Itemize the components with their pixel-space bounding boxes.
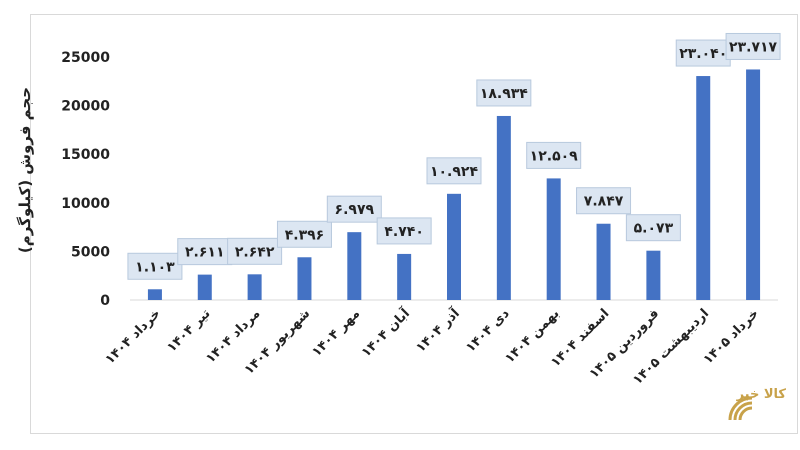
data-label-box — [526, 141, 582, 169]
data-label-box — [227, 237, 283, 265]
bar — [347, 232, 362, 300]
data-label: ۵.۰۷۳ — [634, 221, 674, 237]
x-tick-label: آبان ۱۴۰۴ — [357, 304, 413, 360]
data-label: ۶.۹۷۹ — [335, 202, 375, 218]
x-tick-label: تیر ۱۴۰۴ — [164, 306, 213, 355]
data-label-box — [576, 187, 632, 215]
bar — [496, 115, 511, 300]
y-tick-label: 15000 — [61, 147, 110, 163]
bar — [546, 178, 561, 300]
bar — [297, 257, 312, 300]
y-tick-label: 5000 — [71, 244, 110, 260]
data-label-box — [426, 157, 482, 185]
x-tick-label: خرداد ۱۴۰۴ — [103, 306, 164, 367]
data-label-box — [725, 32, 781, 60]
signal-icon — [728, 396, 753, 421]
data-label-box — [476, 79, 532, 107]
bar — [746, 69, 761, 300]
data-label-box — [326, 195, 382, 223]
bar — [247, 274, 262, 300]
data-label: ۲۳.۰۴۰ — [679, 46, 727, 62]
data-label: ۱۸.۹۳۴ — [480, 86, 528, 102]
x-tick-label: مهر ۱۴۰۴ — [309, 306, 363, 360]
logo-text: کالا خبر — [736, 387, 786, 402]
y-tick-label: 25000 — [61, 50, 110, 66]
data-label: ۴.۳۹۶ — [285, 227, 325, 243]
data-label-box — [625, 214, 681, 242]
data-label: ۷.۸۴۷ — [584, 194, 624, 210]
data-label: ۱۰.۹۲۴ — [430, 164, 478, 180]
data-label-box — [127, 252, 183, 280]
data-label-box — [276, 220, 332, 248]
data-label-box — [675, 39, 731, 67]
data-label: ۱.۱۰۳ — [135, 259, 175, 275]
data-label: ۱۲.۵۰۹ — [530, 148, 578, 164]
bar — [147, 289, 162, 300]
bar — [447, 193, 461, 300]
y-tick-label: 10000 — [61, 196, 110, 212]
bar — [646, 250, 661, 300]
data-label-box — [376, 217, 432, 245]
bar — [397, 253, 412, 300]
data-label: ۲۳.۷۱۷ — [729, 39, 777, 55]
bar — [197, 274, 212, 300]
brand-logo: کالا خبر — [726, 386, 786, 426]
bar — [596, 223, 611, 300]
data-label: ۲.۶۱۱ — [185, 245, 225, 261]
y-tick-label: 20000 — [61, 99, 110, 115]
y-tick-label: 0 — [100, 293, 110, 309]
data-label: ۴.۷۴۰ — [384, 224, 424, 240]
data-label: ۲.۶۴۲ — [235, 244, 275, 260]
y-axis-label: حجم فروش (کیلوگرم) — [16, 86, 34, 254]
x-tick-label: آذر ۱۴۰۴ — [412, 304, 463, 355]
data-label-box — [177, 238, 233, 266]
bar — [696, 76, 711, 300]
x-tick-label: دی ۱۴۰۴ — [463, 306, 513, 356]
